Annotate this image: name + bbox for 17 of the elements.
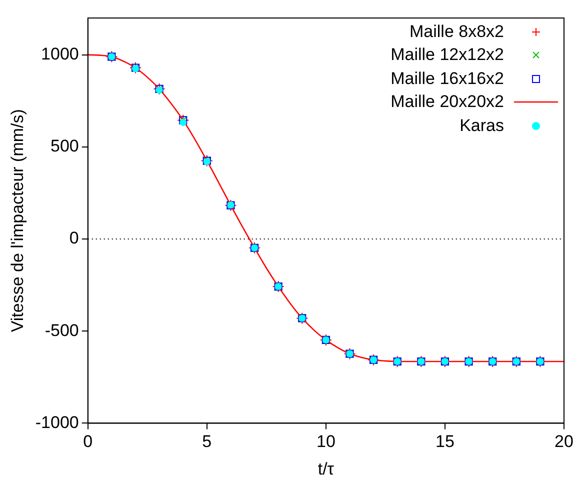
y-tick-label: 500 (50, 136, 79, 156)
y-tick-label: 0 (69, 228, 79, 248)
x-tick-label: 0 (83, 432, 93, 452)
y-tick-label: -1000 (35, 412, 79, 432)
legend-label: Maille 16x16x2 (390, 68, 504, 89)
x-axis-title: t/τ (318, 459, 334, 478)
y-tick-label: 1000 (41, 44, 79, 64)
legend-label: Maille 20x20x2 (390, 92, 504, 112)
y-tick-label: -500 (44, 320, 79, 340)
legend-label: Maille 12x12x2 (390, 45, 504, 66)
legend-label: Karas (460, 116, 504, 136)
x-tick-label: 15 (436, 432, 454, 452)
x-tick-label: 20 (554, 432, 574, 452)
y-axis-title: Vitesse de l'impacteur (mm/s) (8, 109, 27, 332)
x-tick-label: 5 (202, 432, 212, 452)
legend-label: Maille 8x8x2 (410, 22, 504, 42)
x-tick-label: 10 (316, 432, 336, 452)
